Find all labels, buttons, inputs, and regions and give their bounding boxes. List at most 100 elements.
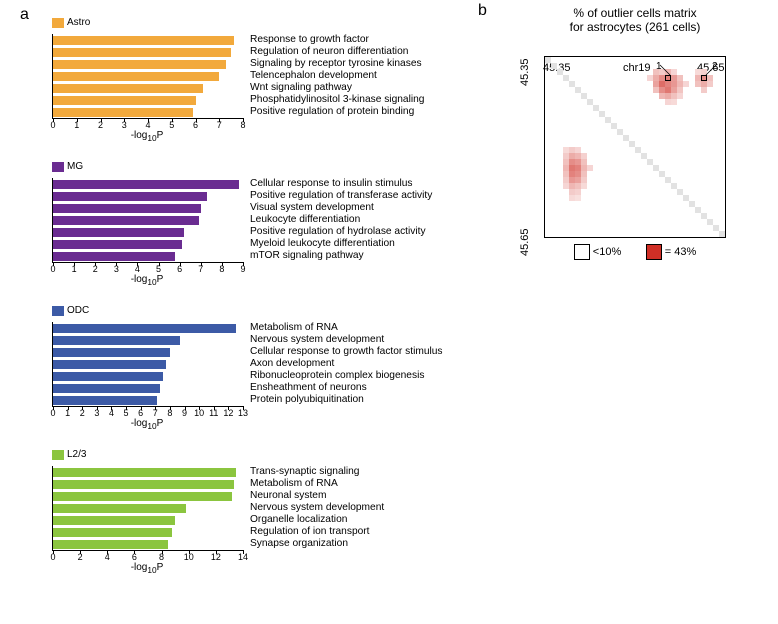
bar (53, 528, 172, 537)
tick-label: 5 (169, 120, 174, 130)
tick-label: 1 (65, 408, 70, 418)
tick-label: 4 (109, 408, 114, 418)
plot-area: 012345678 (52, 34, 243, 119)
bar (53, 48, 231, 57)
panel-a-label: a (20, 6, 29, 24)
tick-label: 7 (198, 264, 203, 274)
bar (53, 228, 184, 237)
tick-label: 4 (145, 120, 150, 130)
tick-label: 0 (50, 552, 55, 562)
tick-label: 12 (223, 408, 233, 418)
go-term: Metabolism of RNA (250, 478, 384, 490)
go-term: Regulation of neuron differentiation (250, 46, 424, 58)
bar (53, 216, 199, 225)
tick-label: 1 (72, 264, 77, 274)
bar (53, 396, 157, 405)
bar (53, 72, 219, 81)
tick-label: 0 (50, 408, 55, 418)
bar (53, 480, 234, 489)
go-term: Ensheathment of neurons (250, 382, 443, 394)
bar (53, 240, 182, 249)
tick-label: 13 (238, 408, 248, 418)
bar (53, 204, 201, 213)
go-term: Nervous system development (250, 334, 443, 346)
tick-label: 3 (114, 264, 119, 274)
tick-label: 9 (182, 408, 187, 418)
term-list: Trans-synaptic signalingMetabolism of RN… (250, 466, 384, 550)
callout-line-2 (704, 63, 724, 79)
tick-label: 0 (50, 120, 55, 130)
tick-label: 9 (240, 264, 245, 274)
go-term: Positive regulation of hydrolase activit… (250, 226, 432, 238)
go-term: Protein polyubiquitination (250, 394, 443, 406)
go-term: Response to growth factor (250, 34, 424, 46)
go-term: Axon development (250, 358, 443, 370)
bar (53, 84, 203, 93)
heatmap-cell (581, 183, 587, 189)
heatmap-cell (707, 81, 713, 87)
go-term: Telencephalon development (250, 70, 424, 82)
chart-mg: MG0123456789-log10PCellular response to … (52, 158, 452, 290)
bar (53, 96, 196, 105)
go-term: mTOR signaling pathway (250, 250, 432, 262)
term-list: Response to growth factorRegulation of n… (250, 34, 424, 118)
bar (53, 60, 226, 69)
heatmap-panel: % of outlier cells matrix for astrocytes… (500, 6, 770, 260)
tick-label: 4 (105, 552, 110, 562)
go-term: Metabolism of RNA (250, 322, 443, 334)
tick-label: 10 (184, 552, 194, 562)
tick-label: 4 (135, 264, 140, 274)
legend-low-swatch (574, 244, 590, 260)
tick-label: 6 (132, 552, 137, 562)
go-term: Signaling by receptor tyrosine kinases (250, 58, 424, 70)
legend-high-swatch (646, 244, 662, 260)
tick-label: 3 (122, 120, 127, 130)
tick-label: 0 (50, 264, 55, 274)
tick-label: 7 (217, 120, 222, 130)
tick-label: 8 (167, 408, 172, 418)
legend-swatch (52, 450, 64, 460)
heatmap-matrix: 12 (544, 56, 726, 238)
go-term: Wnt signaling pathway (250, 82, 424, 94)
y-bottom-label: 45.65 (519, 228, 531, 256)
tick-label: 8 (159, 552, 164, 562)
bar (53, 108, 193, 117)
bar (53, 372, 163, 381)
plot-area: 0123456789 (52, 178, 243, 263)
bar (53, 468, 236, 477)
go-term: Positive regulation of protein binding (250, 106, 424, 118)
tick-label: 6 (138, 408, 143, 418)
go-term: Synapse organization (250, 538, 384, 550)
legend-swatch (52, 18, 64, 28)
x-axis-label: -log10P (52, 274, 242, 287)
heatmap-cell (671, 99, 677, 105)
heatmap-cell (701, 87, 707, 93)
bar (53, 504, 186, 513)
term-list: Metabolism of RNANervous system developm… (250, 322, 443, 406)
heatmap-cell (575, 195, 581, 201)
tick-label: 5 (124, 408, 129, 418)
go-term: Ribonucleoprotein complex biogenesis (250, 370, 443, 382)
tick-label: 1 (74, 120, 79, 130)
x-axis-label: -log10P (52, 562, 242, 575)
tick-label: 10 (194, 408, 204, 418)
heatmap-cell (587, 165, 593, 171)
legend-swatch (52, 162, 64, 172)
go-term: Visual system development (250, 202, 432, 214)
bar (53, 384, 160, 393)
tick-label: 12 (211, 552, 221, 562)
plot-area: 02468101214 (52, 466, 243, 551)
go-term: Regulation of ion transport (250, 526, 384, 538)
tick-label: 3 (94, 408, 99, 418)
bar (53, 324, 236, 333)
heatmap-title: % of outlier cells matrix for astrocytes… (500, 6, 770, 34)
bar (53, 36, 234, 45)
chart-astro: Astro012345678-log10PResponse to growth … (52, 14, 452, 146)
tick-label: 11 (209, 408, 218, 418)
heatmap-cell (677, 93, 683, 99)
tick-label: 2 (93, 264, 98, 274)
chart-legend: ODC (52, 302, 452, 320)
chart-l2-3: L2/302468101214-log10PTrans-synaptic sig… (52, 446, 452, 578)
tick-label: 6 (177, 264, 182, 274)
tick-label: 6 (193, 120, 198, 130)
